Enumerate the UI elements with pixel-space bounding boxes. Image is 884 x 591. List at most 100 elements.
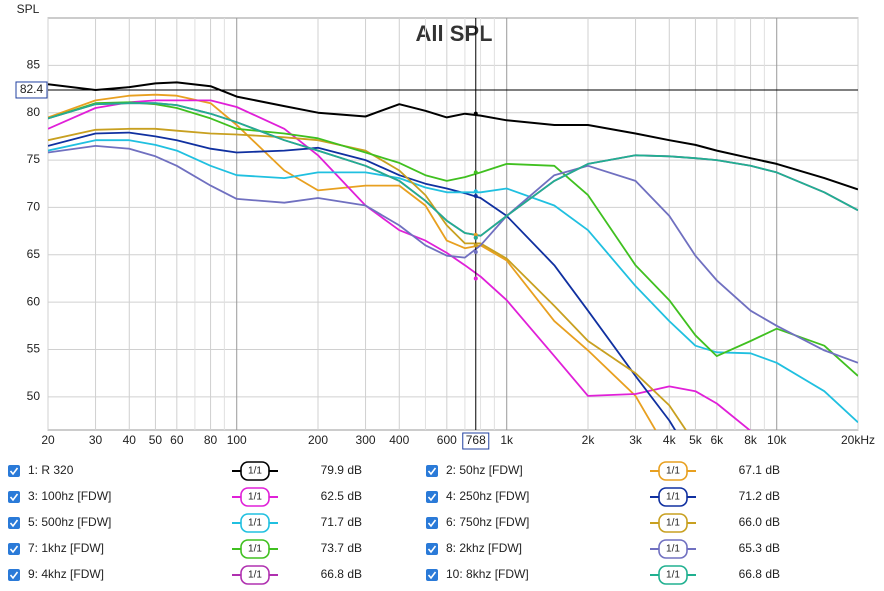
curve (48, 131, 677, 430)
smoothing-button[interactable] (240, 487, 270, 507)
curve (48, 101, 858, 377)
y-tick-label: 50 (27, 389, 41, 403)
curves (48, 81, 858, 430)
legend-item: 3: 100hz [FDW] 1/1 62.5 dB (8, 487, 362, 507)
cursor-y-label: 82.4 (20, 82, 44, 96)
cursor-value-dot (473, 194, 478, 199)
checkmark (9, 571, 19, 580)
legend-item: 2: 50hz [FDW] 1/1 67.1 dB (426, 461, 780, 481)
x-tick-label: 60 (170, 433, 184, 447)
cursor-readout: 62.5 dB (321, 489, 362, 503)
y-tick-label: 75 (27, 152, 41, 166)
legend-label: 7: 1khz [FDW] (28, 541, 104, 555)
x-tick-label: 20kHz (841, 433, 875, 447)
cursor-value-dot (473, 235, 478, 240)
legend-item: 9: 4khz [FDW] 1/1 66.8 dB (8, 565, 362, 585)
smoothing-label: 1/1 (248, 492, 262, 503)
curve (48, 102, 858, 237)
curve (48, 139, 858, 424)
checkbox[interactable] (8, 517, 20, 529)
cursor-readout: 71.2 dB (739, 489, 780, 503)
legend-label: 10: 8khz [FDW] (446, 567, 529, 581)
x-tick-label: 10k (767, 433, 787, 447)
legend-item: 7: 1khz [FDW] 1/1 73.7 dB (8, 539, 362, 559)
x-tick-label: 80 (204, 433, 218, 447)
checkbox[interactable] (8, 465, 20, 477)
checkmark (427, 493, 437, 502)
smoothing-button[interactable] (658, 565, 688, 585)
legend-item: 5: 500hz [FDW] 1/1 71.7 dB (8, 513, 362, 533)
smoothing-button[interactable] (240, 539, 270, 559)
grid (47, 18, 859, 430)
cursor-value-dot (473, 276, 478, 281)
chart-title: All SPL (415, 21, 492, 46)
x-tick-label: 100 (227, 433, 247, 447)
checkbox[interactable] (426, 517, 438, 529)
smoothing-button[interactable] (658, 461, 688, 481)
cursor-x-label: 768 (466, 433, 486, 447)
y-tick-label: 65 (27, 247, 41, 261)
smoothing-button[interactable] (658, 513, 688, 533)
smoothing-button[interactable] (240, 461, 270, 481)
checkbox[interactable] (426, 491, 438, 503)
checkmark (9, 519, 19, 528)
legend: 1: R 320 1/1 79.9 dB 2: 50hz [FDW] 1/1 67.1 d… (8, 461, 780, 585)
smoothing-button[interactable] (658, 487, 688, 507)
cursor-readout: 66.8 dB (739, 567, 780, 581)
x-tick-label: 8k (744, 433, 758, 447)
x-tick-label: 30 (89, 433, 103, 447)
x-tick-label: 50 (149, 433, 163, 447)
cursor-value-dot (473, 243, 478, 248)
checkbox[interactable] (8, 569, 20, 581)
checkbox[interactable] (426, 543, 438, 555)
checkbox[interactable] (8, 543, 20, 555)
smoothing-button[interactable] (658, 539, 688, 559)
checkmark (427, 545, 437, 554)
cursor-value-dot (473, 111, 478, 116)
cursor-readout: 71.7 dB (321, 515, 362, 529)
x-tick-label: 300 (356, 433, 376, 447)
smoothing-label: 1/1 (666, 544, 680, 555)
x-tick-label: 40 (123, 433, 137, 447)
legend-label: 2: 50hz [FDW] (446, 463, 523, 477)
y-tick-label: 80 (27, 105, 41, 119)
curve (48, 127, 687, 430)
smoothing-button[interactable] (240, 513, 270, 533)
smoothing-label: 1/1 (248, 518, 262, 529)
cursor-readout: 66.8 dB (321, 567, 362, 581)
legend-item: 6: 750hz [FDW] 1/1 66.0 dB (426, 513, 780, 533)
legend-label: 5: 500hz [FDW] (28, 515, 111, 529)
checkbox[interactable] (8, 491, 20, 503)
checkmark (9, 467, 19, 476)
cursor-readout: 79.9 dB (321, 463, 362, 477)
cursor-readout: 66.0 dB (739, 515, 780, 529)
x-tick-label: 600 (437, 433, 457, 447)
smoothing-label: 1/1 (666, 492, 680, 503)
legend-item: 1: R 320 1/1 79.9 dB (8, 461, 362, 481)
curve (48, 93, 657, 430)
y-tick-label: 60 (27, 294, 41, 308)
legend-item: 4: 250hz [FDW] 1/1 71.2 dB (426, 487, 780, 507)
x-tick-label: 6k (710, 433, 724, 447)
x-tick-label: 4k (663, 433, 677, 447)
y-axis-label: SPL (17, 2, 40, 16)
checkbox[interactable] (426, 465, 438, 477)
cursor-readout: 67.1 dB (739, 463, 780, 477)
cursor-value-dot (473, 249, 478, 254)
checkbox[interactable] (426, 569, 438, 581)
curve (48, 81, 858, 191)
cursor-value-dot (473, 170, 478, 175)
smoothing-button[interactable] (240, 565, 270, 585)
cursor-value-dot (473, 189, 478, 194)
smoothing-label: 1/1 (248, 466, 262, 477)
smoothing-label: 1/1 (248, 570, 262, 581)
cursor-y-box (15, 81, 48, 99)
checkmark (427, 571, 437, 580)
legend-label: 6: 750hz [FDW] (446, 515, 529, 529)
x-tick-label: 20 (41, 433, 55, 447)
legend-label: 4: 250hz [FDW] (446, 489, 529, 503)
x-tick-label: 200 (308, 433, 328, 447)
curve (48, 145, 858, 364)
cursor-value-dot (473, 232, 478, 237)
